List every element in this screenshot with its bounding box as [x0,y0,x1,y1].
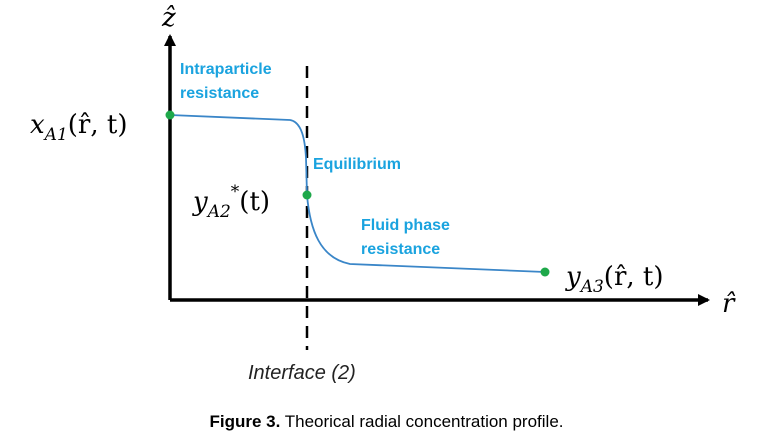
caption-text: Theorical radial concentration profile. [280,412,564,431]
intraparticle-label-line1: Intraparticle [180,61,272,78]
point-yA2 [302,190,312,200]
z-axis-label: ẑ [161,3,176,33]
xA1-label: xA1(r̂, t) [30,110,127,145]
yA3-label: yA3(r̂, t) [565,262,664,297]
point-yA3 [540,267,550,277]
interface-label: Interface (2) [248,362,356,384]
yA2-label: yA2*(t) [192,182,270,222]
equilibrium-label: Equilibrium [313,156,401,173]
fluid-label-line1: Fluid phase [361,217,450,234]
r-axis-label: r̂ [722,289,736,319]
diagram-svg: ẑ r̂ Intraparticle resistance Equilibriu… [30,3,736,384]
concentration-curve [169,114,546,273]
intraparticle-label-line2: resistance [180,85,259,102]
point-xA1 [165,110,175,120]
figure-caption: Figure 3. Theorical radial concentration… [0,412,773,432]
caption-number: Figure 3. [209,412,281,431]
fluid-label-line2: resistance [361,241,440,258]
